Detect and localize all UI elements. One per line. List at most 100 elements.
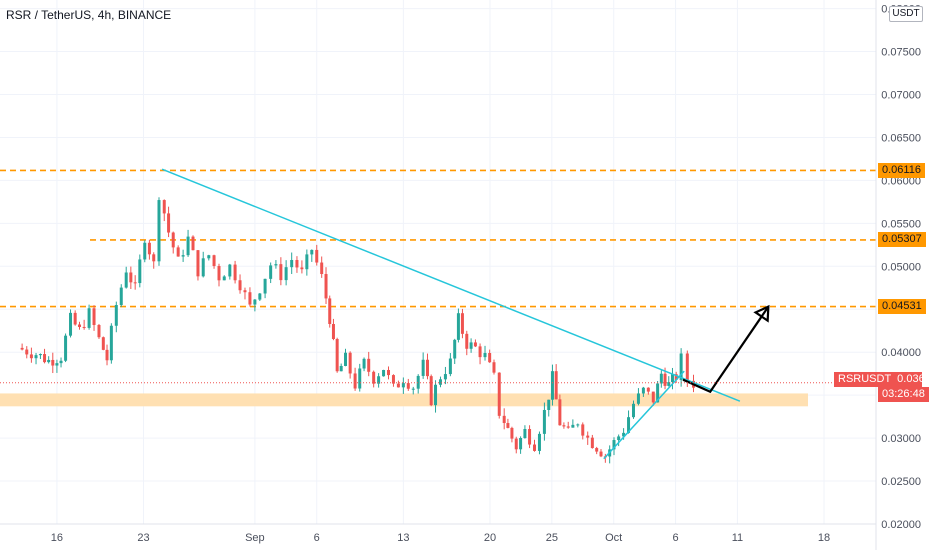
candle-body (663, 373, 667, 386)
candle-body (460, 313, 464, 334)
candle-body (537, 433, 541, 451)
candle-body (492, 362, 496, 373)
candle-body (274, 264, 278, 266)
candle-body (554, 371, 558, 400)
time-tick-label: 20 (484, 532, 496, 544)
price-tick-label: 0.02500 (881, 476, 921, 488)
candle-body (622, 432, 626, 437)
candle-body (310, 249, 314, 255)
candle-body (253, 299, 257, 305)
candle-body (263, 278, 267, 294)
candle-body (599, 451, 603, 457)
candle-body (547, 399, 551, 410)
price-tick-label: 0.04000 (881, 347, 921, 359)
candle-body (25, 349, 29, 355)
chart-grid (0, 0, 876, 525)
candle-body (651, 391, 655, 403)
candle-body (243, 290, 247, 293)
price-tick-label: 0.07000 (881, 89, 921, 101)
candle-body (478, 346, 482, 358)
projection-arrow (682, 306, 770, 394)
symbol-tag: RSRUSDT 0.03644 (834, 372, 932, 387)
candle-body (77, 324, 81, 327)
candle-body (550, 371, 554, 400)
candle-body (97, 325, 101, 338)
price-tick-label: 0.03000 (881, 433, 921, 445)
time-tick-label: 16 (51, 532, 63, 544)
candle-body (43, 354, 47, 363)
trendline[interactable] (603, 370, 685, 460)
candle-body (571, 424, 575, 428)
candle-body (171, 232, 175, 248)
candle-body (34, 355, 38, 359)
candle-body (429, 376, 433, 406)
candle-body (497, 372, 501, 416)
candle-body (269, 265, 273, 279)
candle-body (331, 323, 335, 340)
candle-body (47, 359, 51, 363)
candle-body (506, 423, 510, 428)
candle-body (59, 360, 63, 364)
time-tick-label: 13 (397, 532, 409, 544)
candle-body (162, 200, 166, 214)
candle-body (138, 259, 142, 284)
candle-body (456, 313, 460, 340)
price-tick-label: 0.06500 (881, 132, 921, 144)
candle-body (20, 347, 24, 350)
candle-body (147, 242, 151, 255)
candle-body (315, 249, 319, 263)
price-tick-label: 0.02000 (881, 519, 921, 531)
candle-body (434, 384, 438, 406)
candle-body (324, 274, 328, 299)
currency-unit-button[interactable]: USDT (889, 6, 923, 22)
candle-body (114, 305, 118, 326)
candle-body (38, 354, 42, 356)
candle-body (157, 200, 161, 262)
candle-body (124, 272, 128, 288)
candle-body (443, 374, 447, 380)
candle-body (143, 242, 147, 260)
price-tick-label: 0.07500 (881, 47, 921, 59)
candle-body (353, 373, 357, 389)
candle-body (685, 353, 689, 381)
candle-body (382, 369, 386, 377)
candle-body (401, 383, 405, 388)
candle-body (612, 440, 616, 450)
horizontal-levels (0, 169, 876, 308)
candle-body (396, 383, 400, 388)
candle-body (362, 358, 366, 369)
candle-body (438, 379, 442, 385)
candle-body (473, 342, 477, 347)
candle-body (233, 264, 237, 281)
candle-body (300, 267, 304, 270)
candle-body (528, 429, 532, 445)
candle-body (411, 388, 415, 390)
candle-body (328, 298, 332, 324)
candle-body (659, 373, 663, 384)
candle-body (488, 353, 492, 363)
candle-body (595, 448, 599, 452)
time-tick-label: Sep (245, 532, 265, 544)
candle-body (576, 424, 580, 426)
candle-body (421, 359, 425, 376)
candle-body (387, 369, 391, 376)
candle-body (448, 358, 452, 375)
candle-body (656, 383, 660, 403)
price-tick-label: 0.05500 (881, 218, 921, 230)
trendlines (161, 168, 741, 460)
candle-body (207, 255, 211, 259)
candle-body (29, 354, 33, 359)
candle-body (453, 339, 457, 359)
candle-body (248, 292, 252, 305)
candle-body (196, 250, 200, 277)
price-tick-label: 0.05000 (881, 261, 921, 273)
chart-title: RSR / TetherUS, 4h, BINANCE (6, 8, 172, 22)
candle-body (344, 352, 348, 366)
candle-body (510, 427, 514, 439)
candle-body (69, 312, 73, 336)
candle-body (358, 368, 362, 389)
candle-body (335, 339, 339, 372)
candle-body (667, 382, 671, 386)
trendline[interactable] (161, 168, 741, 402)
